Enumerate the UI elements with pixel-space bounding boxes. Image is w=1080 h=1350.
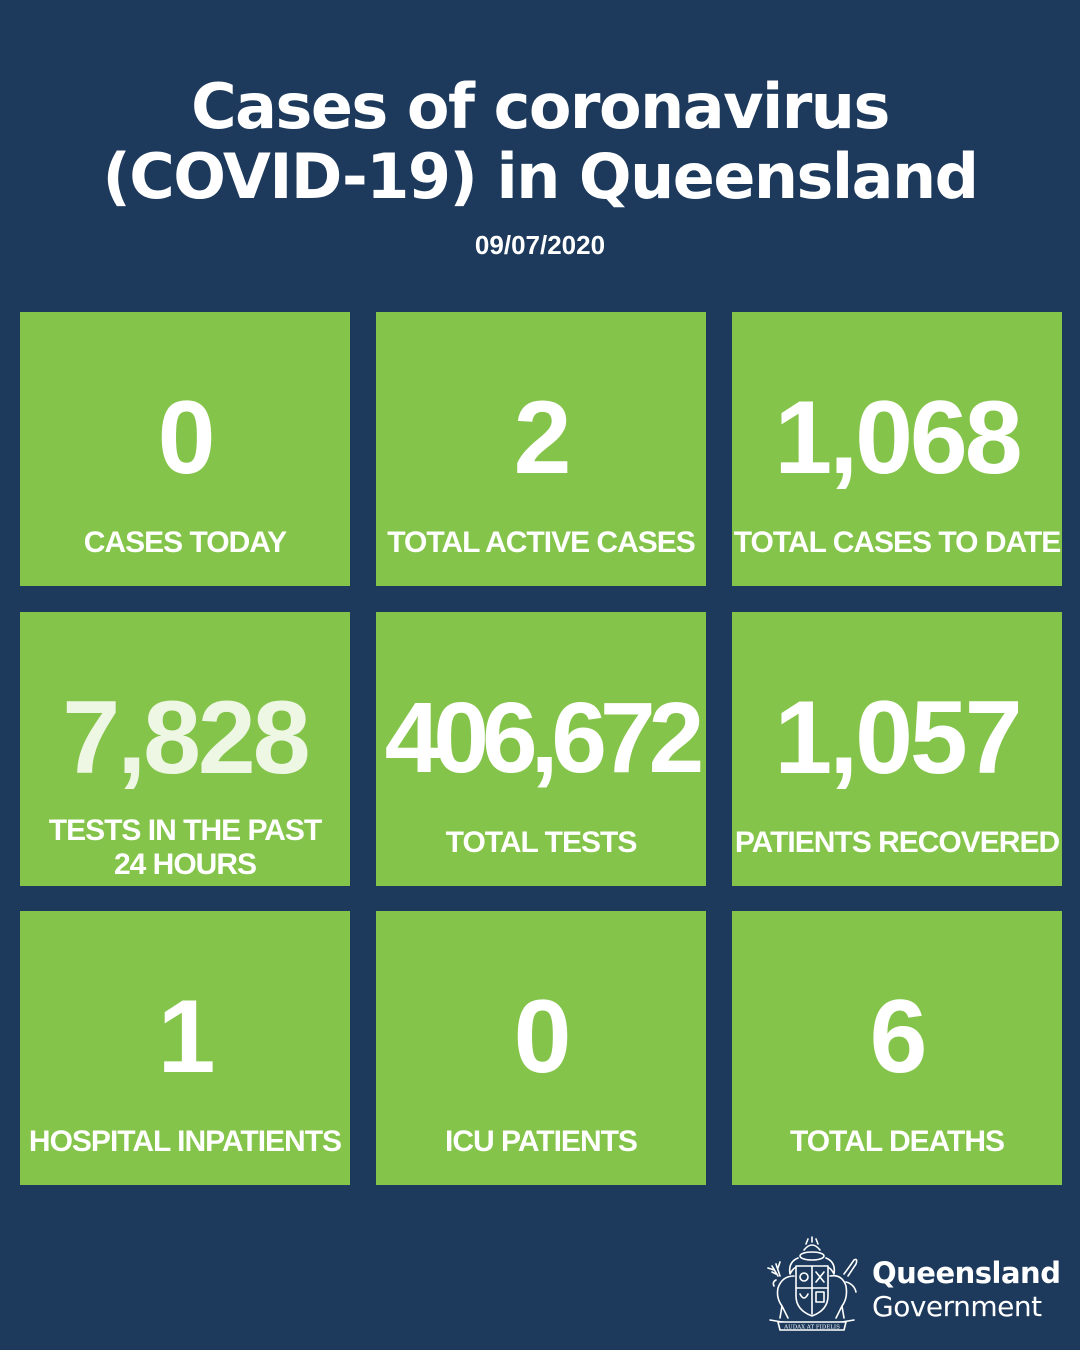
stat-label: ICU PATIENTS [445, 1125, 638, 1158]
logo-line-1: Queensland [872, 1256, 1061, 1290]
stat-label: HOSPITAL INPATIENTS [28, 1125, 342, 1158]
stat-value: 1,057 [774, 680, 1022, 796]
stat-value: 0 [157, 380, 216, 496]
stat-tile-hospital-inpatients: 1 HOSPITAL INPATIENTS [20, 911, 350, 1185]
stat-label: PATIENTS RECOVERED [734, 826, 1060, 859]
stat-value: 1 [157, 979, 216, 1095]
stat-value: 1,068 [774, 380, 1022, 496]
stat-value: 2 [513, 380, 572, 496]
stat-tile-total-cases-to-date: 1,068 TOTAL CASES TO DATE [732, 312, 1062, 586]
stat-value: 0 [513, 979, 572, 1095]
stat-tile-icu-patients: 0 ICU PATIENTS [376, 911, 706, 1185]
stat-value: 7,828 [62, 680, 310, 796]
stat-label: CASES TODAY [83, 526, 287, 559]
title-line-1: Cases of coronavirus [191, 70, 890, 143]
stat-tile-patients-recovered: 1,057 PATIENTS RECOVERED [732, 612, 1062, 886]
stat-label-line-2: 24 HOURS [113, 848, 257, 881]
stat-tile-total-active-cases: 2 TOTAL ACTIVE CASES [376, 312, 706, 586]
stat-label: TOTAL DEATHS [789, 1125, 1005, 1158]
stat-value: 406,672 [384, 682, 704, 794]
title-line-2: (COVID-19) in Queensland [102, 140, 979, 213]
report-date: 09/07/2020 [474, 230, 606, 260]
page-title: Cases of coronavirus (COVID-19) in Queen… [0, 72, 1080, 212]
stat-tile-total-tests: 406,672 TOTAL TESTS [376, 612, 706, 886]
stat-tile-cases-today: 0 CASES TODAY [20, 312, 350, 586]
stat-label-line-1: TESTS IN THE PAST [48, 814, 322, 847]
stat-label: TOTAL TESTS [445, 826, 638, 859]
queensland-government-logo: AUDAX AT FIDELIS Queensland Government [760, 1236, 1062, 1336]
logo-line-2: Government [872, 1290, 1042, 1323]
stat-label: TOTAL CASES TO DATE [733, 526, 1062, 559]
logo-motto: AUDAX AT FIDELIS [783, 1325, 840, 1331]
stat-label: TESTS IN THE PAST 24 HOURS [20, 814, 350, 882]
stat-label: TOTAL ACTIVE CASES [387, 526, 696, 559]
logo-wordmark: Queensland Government [872, 1256, 1062, 1324]
stat-value: 6 [869, 979, 928, 1095]
stat-tile-total-deaths: 6 TOTAL DEATHS [732, 911, 1062, 1185]
stat-tile-tests-past-24-hours: 7,828 TESTS IN THE PAST 24 HOURS [20, 612, 350, 886]
coat-of-arms-icon: AUDAX AT FIDELIS [767, 1236, 858, 1331]
